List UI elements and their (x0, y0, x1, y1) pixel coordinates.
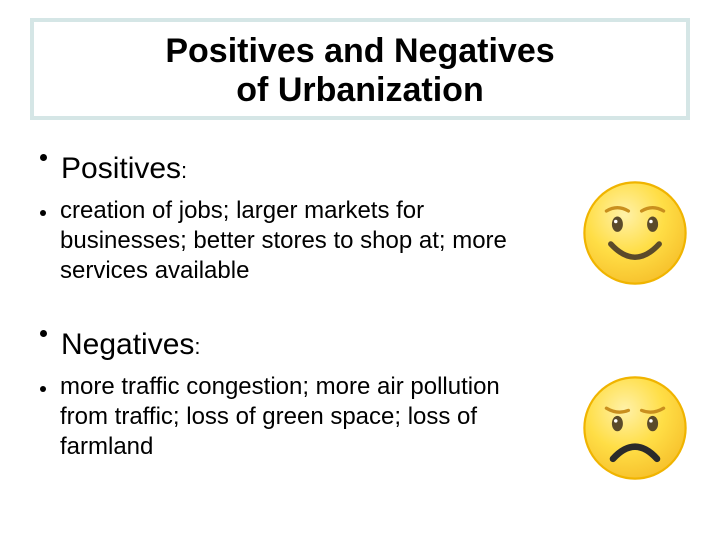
negatives-heading: Negatives: (61, 328, 201, 362)
positives-heading-text: Positives (61, 152, 181, 185)
bullet-icon (40, 210, 46, 216)
title-box: Positives and Negatives of Urbanization (30, 18, 690, 120)
title-line-1: Positives and Negatives (165, 32, 554, 70)
frown-face-icon (580, 373, 690, 483)
bullet-icon (40, 386, 46, 392)
title-line-2: of Urbanization (236, 71, 483, 109)
bullet-icon (40, 154, 47, 161)
positives-heading: Positives: (61, 152, 187, 186)
negatives-heading-row: Negatives: (40, 314, 680, 372)
slide-title: Positives and Negatives of Urbanization (54, 32, 666, 110)
positives-text: creation of jobs; larger markets for bus… (60, 196, 520, 286)
bullet-icon (40, 330, 47, 337)
smile-face-icon (580, 178, 690, 288)
negatives-heading-text: Negatives (61, 328, 194, 361)
negatives-text: more traffic congestion; more air pollut… (60, 372, 520, 462)
